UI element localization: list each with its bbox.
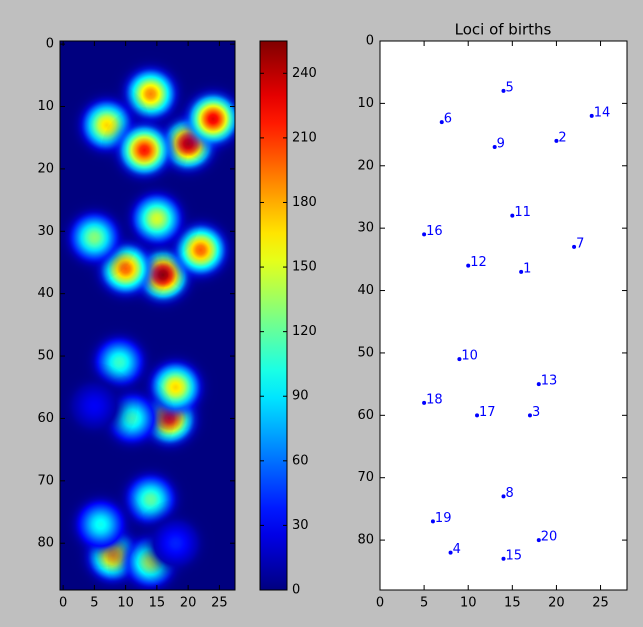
colorbar-tick-label: 120 <box>292 324 317 339</box>
x-tick-label: 5 <box>90 596 98 611</box>
colorbar-tick-label: 210 <box>292 130 317 145</box>
point-label: 17 <box>479 405 496 420</box>
point <box>501 556 506 561</box>
point <box>554 138 559 143</box>
x-tick-label: 10 <box>460 596 477 611</box>
x-tick-label: 0 <box>59 596 67 611</box>
colorbar-tick-label: 60 <box>292 453 309 468</box>
point-label: 6 <box>444 112 452 127</box>
x-tick-label: 25 <box>211 596 228 611</box>
point-label: 14 <box>594 105 611 120</box>
scatter-axes <box>379 40 628 591</box>
colorbar-tick-label: 180 <box>292 195 317 210</box>
x-tick-label: 0 <box>376 596 384 611</box>
colorbar-tick-label: 240 <box>292 66 317 81</box>
point-label: 20 <box>541 530 558 545</box>
heat-blob <box>60 481 144 568</box>
point <box>422 400 427 405</box>
y-tick-label: 50 <box>37 349 54 364</box>
point <box>422 232 427 237</box>
point <box>492 145 497 150</box>
x-tick-label: 20 <box>180 596 197 611</box>
point-label: 10 <box>461 349 478 364</box>
point-label: 13 <box>541 374 558 389</box>
y-tick-label: 60 <box>37 411 54 426</box>
point <box>439 120 444 125</box>
heatmap-frame <box>59 40 236 591</box>
heat-blob <box>60 194 138 281</box>
y-tick-label: 10 <box>357 96 374 111</box>
point-label: 4 <box>453 542 461 557</box>
point-label: 9 <box>497 137 505 152</box>
point <box>501 88 506 93</box>
point <box>572 244 577 249</box>
y-tick-label: 40 <box>37 286 54 301</box>
x-tick-label: 5 <box>420 596 428 611</box>
heat-blob <box>170 75 235 163</box>
point <box>466 263 471 268</box>
point-label: 1 <box>523 261 531 276</box>
y-tick-label: 50 <box>357 345 374 360</box>
point <box>430 519 435 524</box>
colorbar-tick-label: 90 <box>292 389 309 404</box>
y-tick-label: 0 <box>46 37 54 52</box>
point-label: 16 <box>426 224 443 239</box>
y-tick-label: 70 <box>37 473 54 488</box>
point <box>519 269 524 274</box>
y-tick-label: 80 <box>37 536 54 551</box>
point <box>448 550 453 555</box>
point <box>457 357 462 362</box>
point-label: 3 <box>532 405 540 420</box>
y-tick-label: 40 <box>357 283 374 298</box>
heat-blob <box>132 500 219 587</box>
y-tick-label: 0 <box>366 34 374 49</box>
point <box>589 113 594 118</box>
x-tick-label: 10 <box>117 596 134 611</box>
y-tick-label: 30 <box>37 224 54 239</box>
y-tick-label: 30 <box>357 221 374 236</box>
y-tick-label: 20 <box>357 158 374 173</box>
y-tick-label: 60 <box>357 408 374 423</box>
colorbar-tick-label: 30 <box>292 518 309 533</box>
y-tick-label: 20 <box>37 161 54 176</box>
colorbar-tick-label: 0 <box>292 583 300 598</box>
y-tick-label: 10 <box>37 99 54 114</box>
point <box>536 538 541 543</box>
point-label: 18 <box>426 392 443 407</box>
y-tick-label: 70 <box>357 470 374 485</box>
x-tick-label: 25 <box>592 596 609 611</box>
heat-blob <box>101 107 188 194</box>
heat-blob <box>60 362 138 450</box>
point <box>527 413 532 418</box>
colorbar-tick-label: 150 <box>292 260 317 275</box>
point <box>510 213 515 218</box>
colorbar <box>259 40 288 591</box>
chart-title: Loci of births <box>455 21 552 39</box>
point-label: 7 <box>576 236 584 251</box>
point <box>536 382 541 387</box>
point <box>475 413 480 418</box>
point-label: 11 <box>514 205 531 220</box>
point-label: 2 <box>558 130 566 145</box>
heatmap <box>60 50 235 590</box>
x-tick-label: 15 <box>504 596 521 611</box>
point-label: 5 <box>506 80 514 95</box>
point-label: 15 <box>506 548 523 563</box>
point-label: 8 <box>506 486 514 501</box>
point-label: 19 <box>435 511 452 526</box>
y-tick-label: 80 <box>357 533 374 548</box>
point-label: 12 <box>470 255 487 270</box>
x-tick-label: 15 <box>149 596 166 611</box>
x-tick-label: 20 <box>548 596 565 611</box>
point <box>501 494 506 499</box>
